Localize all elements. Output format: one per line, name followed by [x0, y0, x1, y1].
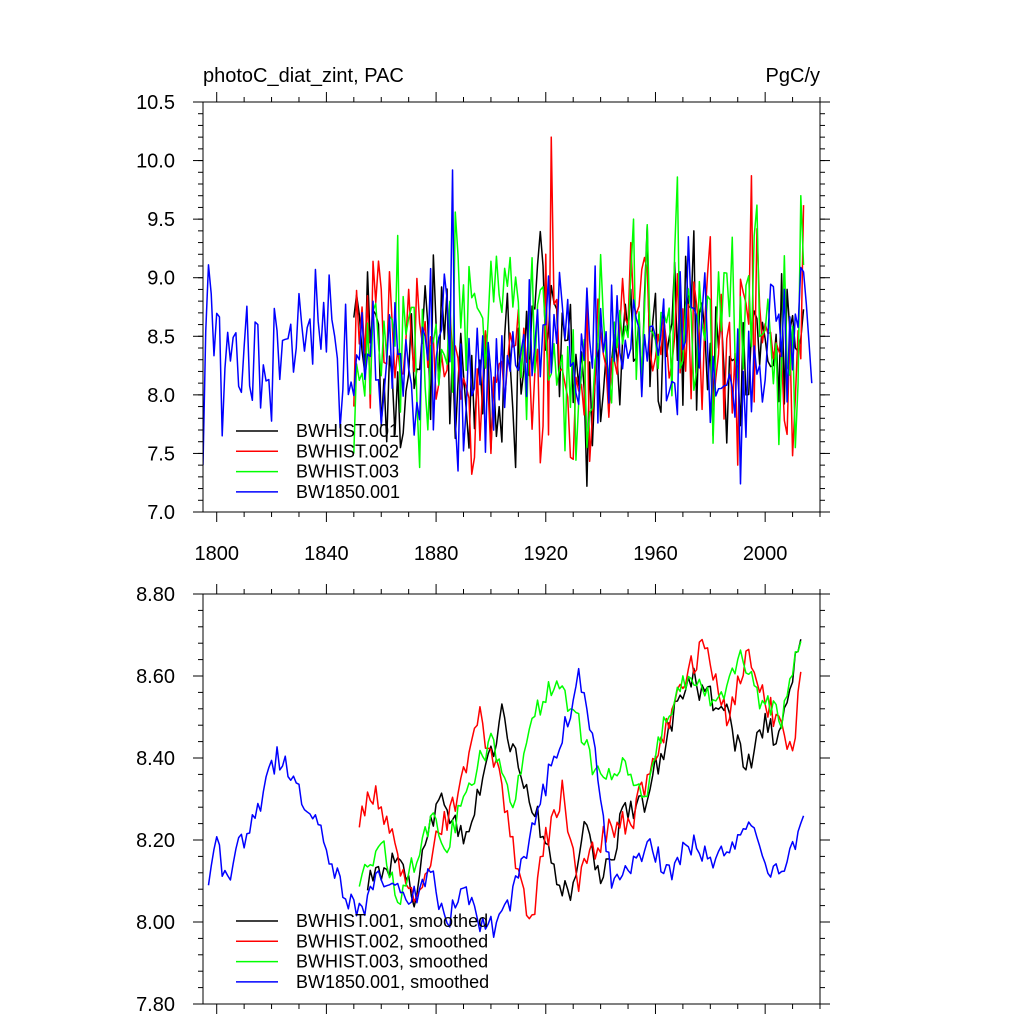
y-tick-label: 7.80 — [136, 994, 175, 1016]
y-tick-label: 8.0 — [147, 385, 175, 407]
x-tick-label: 1960 — [633, 543, 678, 565]
x-tick-label: 1920 — [524, 543, 569, 565]
chart-title: photoC_diat_zint, PAC — [203, 65, 404, 87]
legend-label: BW1850.001, smoothed — [296, 972, 489, 992]
series-line-bwhist-001-smoothed — [366, 639, 802, 908]
y-tick-label: 8.20 — [136, 830, 175, 852]
legend-label: BWHIST.003, smoothed — [296, 952, 488, 972]
legend-label: BW1850.001 — [296, 482, 400, 502]
y-tick-label: 9.0 — [147, 268, 175, 290]
legend-label: BWHIST.002 — [296, 441, 399, 461]
legend-label: BWHIST.001, smoothed — [296, 911, 488, 931]
y-tick-label: 7.5 — [147, 443, 175, 465]
series-line-bwhist-002-smoothed — [358, 638, 802, 920]
y-tick-label: 7.0 — [147, 502, 175, 524]
plot-frame — [202, 101, 821, 513]
top-panel: 1800 1840 1880 1920 1960 2000 7.0 7.5 8.0 8.5 9.0 9… — [136, 92, 830, 565]
series-line-bwhist-003-smoothed — [358, 641, 802, 906]
x-tick-label: 1840 — [304, 543, 349, 565]
x-tick-label: 1880 — [414, 543, 459, 565]
legend-label: BWHIST.001 — [296, 421, 399, 441]
plot-frame — [202, 593, 821, 1005]
y-tick-label: 8.40 — [136, 748, 175, 770]
y-tick-label: 10.5 — [136, 92, 175, 114]
y-tick-label: 10.0 — [136, 151, 175, 173]
x-tick-label: 2000 — [743, 543, 788, 565]
x-tick-label: 1800 — [194, 543, 239, 565]
plot-area — [203, 136, 813, 487]
bottom-panel: 7.80 8.00 8.20 8.40 8.60 8.80 BWHIST.001, smoo… — [136, 584, 830, 1016]
legend-label: BWHIST.002, smoothed — [296, 931, 488, 951]
series-line-bw1850-001-smoothed — [207, 667, 805, 939]
y-tick-label: 8.80 — [136, 584, 175, 606]
y-tick-label: 8.60 — [136, 666, 175, 688]
y-tick-label: 8.5 — [147, 326, 175, 348]
units-label: PgC/y — [766, 65, 820, 87]
legend-label: BWHIST.003 — [296, 462, 399, 482]
y-tick-label: 9.5 — [147, 209, 175, 231]
plot-area — [207, 638, 805, 939]
series-line-bw1850-001 — [203, 169, 813, 485]
y-tick-label: 8.00 — [136, 912, 175, 934]
